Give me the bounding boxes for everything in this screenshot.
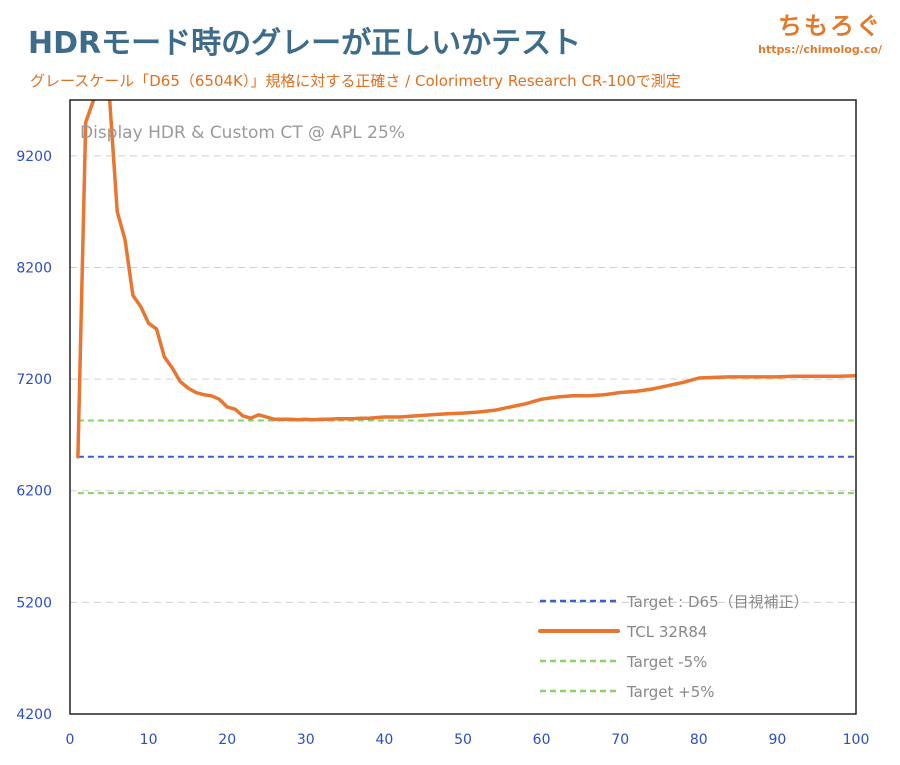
x-tick-label: 40	[375, 732, 393, 748]
x-tick-label: 80	[690, 732, 708, 748]
x-tick-label: 50	[454, 732, 472, 748]
y-tick-label: 7200	[16, 372, 52, 388]
brand-logo: ちもろぐ https://chimolog.co/	[758, 6, 882, 56]
x-tick-label: 100	[843, 732, 870, 748]
x-tick-label: 70	[611, 732, 629, 748]
x-axis-ticks: 0 10 20 30 40 50 60 70 80 90 100	[66, 732, 870, 748]
legend-label: Target +5%	[626, 683, 715, 701]
x-tick-label: 0	[66, 732, 75, 748]
brand-url: https://chimolog.co/	[758, 43, 882, 56]
series-line-1	[76, 100, 856, 459]
y-tick-label: 6200	[16, 484, 52, 500]
legend: Target : D65（目視補正） TCL 32R84 Target -5% Tar…	[538, 593, 809, 701]
y-axis-ticks: 4200 5200 6200 7200 8200 9200	[16, 149, 52, 723]
chart-title: HDRモード時のグレーが正しいかテスト	[28, 26, 582, 61]
chart-subtitle: グレースケール「D65（6504K）」規格に対する正確さ / Colorimet…	[30, 72, 681, 90]
x-tick-label: 10	[140, 732, 158, 748]
plot-frame	[69, 99, 857, 715]
chart-annotation: Display HDR & Custom CT @ APL 25%	[80, 123, 405, 143]
legend-label: TCL 32R84	[626, 623, 707, 641]
series-layer	[76, 100, 856, 495]
brand-name: ちもろぐ	[778, 12, 882, 40]
x-tick-label: 20	[218, 732, 236, 748]
x-tick-label: 30	[297, 732, 315, 748]
x-tick-label: 60	[533, 732, 551, 748]
legend-label: Target : D65（目視補正）	[626, 593, 809, 611]
legend-label: Target -5%	[626, 653, 707, 671]
grid-layer	[70, 155, 856, 603]
y-tick-label: 8200	[16, 260, 52, 276]
y-tick-label: 4200	[16, 707, 52, 723]
y-tick-label: 9200	[16, 149, 52, 165]
x-tick-label: 90	[768, 732, 786, 748]
y-tick-label: 5200	[16, 595, 52, 611]
